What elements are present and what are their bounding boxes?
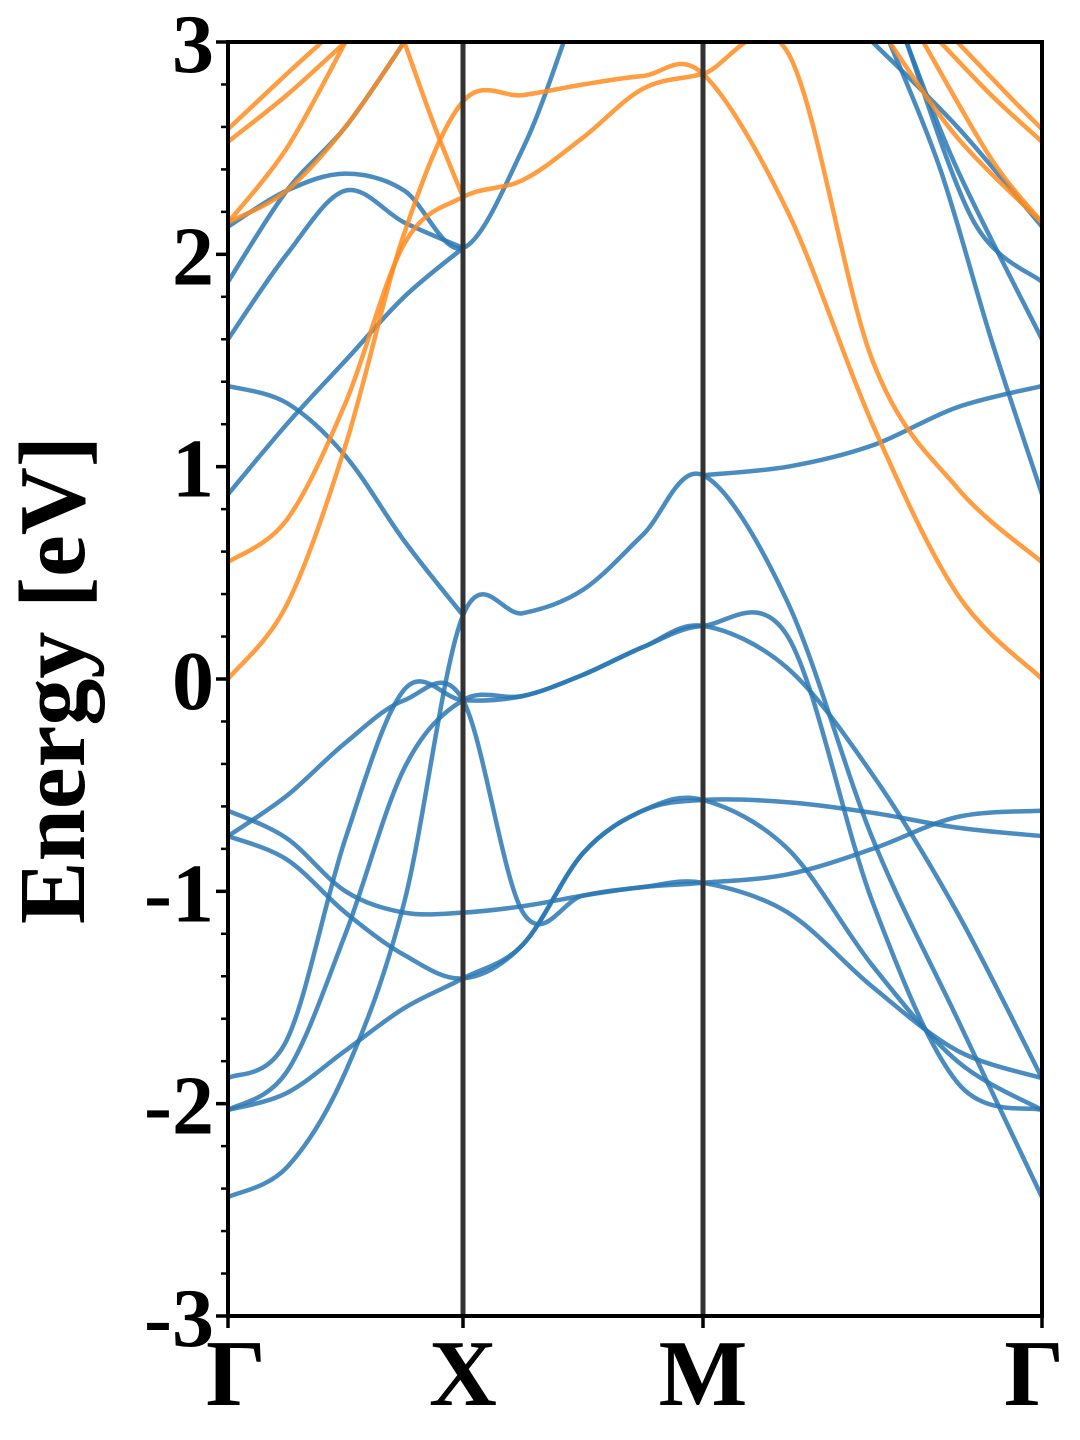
conduction-band-20 bbox=[228, 42, 348, 225]
valence-band-16 bbox=[887, 42, 1042, 497]
high-symmetry-dividers bbox=[460, 42, 706, 1316]
y-tick-label: -1 bbox=[144, 847, 214, 940]
conduction-band-23 bbox=[402, 42, 466, 200]
conduction-band-27 bbox=[955, 42, 1042, 132]
valence-band-6 bbox=[228, 680, 1042, 1081]
y-tick-label: -3 bbox=[144, 1272, 214, 1365]
conduction-band-21 bbox=[228, 42, 348, 145]
plot-frame bbox=[226, 40, 1044, 1318]
y-tick-label: 2 bbox=[172, 210, 214, 303]
valence-band-15 bbox=[904, 42, 1042, 285]
conduction-band-17 bbox=[228, 61, 1042, 682]
conduction-band-18 bbox=[228, 42, 1042, 565]
y-axis-label: Energy [eV] bbox=[1, 436, 105, 924]
y-tick-label: 1 bbox=[172, 423, 214, 516]
x-tick-label: M bbox=[659, 1322, 748, 1426]
valence-band-8 bbox=[700, 383, 1042, 478]
y-tick-label: 0 bbox=[172, 635, 214, 728]
y-tick-label: 3 bbox=[172, 0, 214, 91]
x-tick-label: Γ bbox=[206, 1322, 266, 1426]
conduction-band-25 bbox=[921, 42, 1042, 225]
valence-band-5 bbox=[228, 795, 1042, 1113]
valence-band-1 bbox=[228, 610, 1042, 1113]
valence-band-7 bbox=[228, 383, 466, 618]
valence-band-13 bbox=[904, 42, 1042, 342]
valence-band-2 bbox=[228, 623, 1042, 1081]
conduction-band-19 bbox=[228, 42, 407, 225]
conduction-band-26 bbox=[938, 42, 1042, 145]
conduction-band-22 bbox=[228, 42, 325, 132]
y-tick-label: -2 bbox=[144, 1060, 214, 1153]
x-tick-label: X bbox=[429, 1322, 497, 1426]
x-tick-label: Γ bbox=[1004, 1322, 1064, 1426]
y-axis-ticks: 3 2 1 0 -1 -2 -3 bbox=[144, 0, 228, 1365]
valence-band-0 bbox=[228, 471, 1042, 1200]
conduction-band-24 bbox=[887, 42, 1042, 225]
valence-band-10 bbox=[228, 187, 466, 342]
band-lines bbox=[228, 42, 1042, 1200]
valence-band-9 bbox=[228, 245, 466, 497]
